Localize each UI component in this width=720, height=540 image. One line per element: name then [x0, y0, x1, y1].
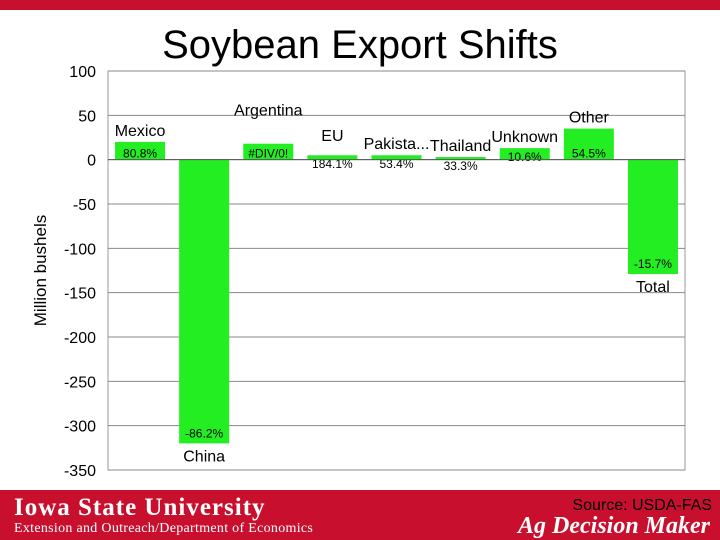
slide-title: Soybean Export Shifts — [162, 23, 558, 67]
data-label: -15.7% — [634, 257, 672, 271]
footer-bar — [0, 490, 720, 540]
bar-6 — [499, 148, 550, 160]
y-tick-label: -150 — [64, 286, 96, 303]
y-tick-label: -350 — [64, 463, 96, 480]
bar-8 — [627, 159, 678, 275]
bar-2 — [243, 143, 294, 160]
y-tick-label: 100 — [69, 64, 96, 81]
y-tick-label: -250 — [64, 374, 96, 391]
category-label: Unknown — [491, 129, 558, 146]
bar-5 — [435, 157, 486, 160]
y-tick-label: -50 — [73, 197, 96, 214]
data-label: 10.6% — [508, 150, 542, 164]
extension-text: Extension and Outreach/Department of Eco… — [14, 521, 314, 536]
bar-chart: 100 50 0 -50 -100 -150 -200 -250 -300 -350 Million… — [31, 64, 686, 480]
data-label: 53.4% — [379, 157, 413, 171]
bar-7 — [563, 128, 614, 160]
footer-divider — [0, 486, 720, 490]
y-tick-label: -300 — [64, 419, 96, 436]
university-wordmark: Iowa State University — [14, 494, 266, 521]
source-note: Source: USDA-FAS — [572, 497, 712, 514]
data-label: #DIV/0! — [248, 147, 288, 161]
bar-0 — [115, 141, 166, 160]
data-label: -86.2% — [185, 426, 223, 440]
y-tick-label: -100 — [64, 241, 96, 258]
brand-wordmark: Ag Decision Maker — [518, 513, 710, 539]
category-label: China — [183, 448, 225, 465]
category-label: Other — [569, 110, 610, 127]
bar-4 — [371, 155, 422, 160]
y-tick-label: 0 — [87, 153, 96, 170]
category-label: Thailand — [430, 138, 491, 155]
category-label: Mexico — [115, 123, 166, 140]
category-label: Argentina — [234, 103, 303, 120]
data-label: 184.1% — [312, 157, 353, 171]
category-label: EU — [321, 128, 343, 145]
y-tick-label: -200 — [64, 330, 96, 347]
bar-1 — [179, 159, 230, 444]
data-label: 33.3% — [444, 159, 478, 173]
bar-3 — [307, 155, 358, 160]
data-label: 54.5% — [572, 147, 606, 161]
top-accent-bar — [0, 0, 720, 10]
category-label: Pakista... — [364, 136, 430, 153]
data-label: 80.8% — [123, 147, 157, 161]
category-label: Total — [636, 279, 670, 296]
y-axis-label: Million bushels — [31, 215, 50, 327]
y-tick-label: 50 — [78, 108, 96, 125]
